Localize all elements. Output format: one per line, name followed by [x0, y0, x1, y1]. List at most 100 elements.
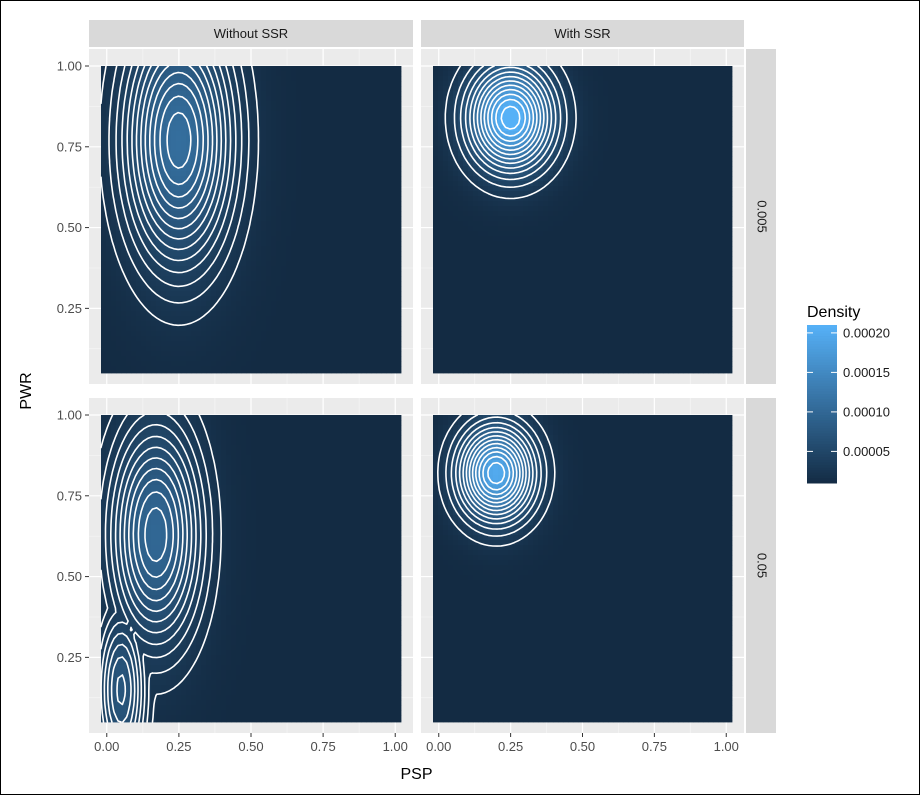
density-cell [186, 96, 192, 102]
density-cell [381, 111, 387, 117]
density-cell [226, 131, 232, 137]
density-cell [396, 181, 402, 187]
density-cell [241, 341, 247, 347]
density-cell [226, 161, 232, 167]
density-cell [276, 106, 282, 112]
density-cell [176, 191, 182, 197]
density-cell [311, 326, 317, 332]
density-cell [386, 176, 392, 182]
density-cell [186, 331, 192, 337]
density-cell [221, 336, 227, 342]
density-cell [698, 126, 704, 132]
density-cell [296, 126, 302, 132]
density-cell [351, 221, 357, 227]
density-cell [346, 371, 352, 374]
density-cell [568, 111, 574, 117]
density-cell [226, 331, 232, 337]
density-cell [371, 341, 377, 347]
density-cell [361, 196, 367, 202]
density-cell [723, 126, 729, 132]
density-cell [181, 291, 187, 297]
density-cell [326, 326, 332, 332]
density-cell [366, 201, 372, 207]
density-cell [623, 121, 629, 127]
density-cell [271, 141, 277, 147]
density-cell [386, 196, 392, 202]
density-cell [356, 241, 362, 247]
density-cell [216, 326, 222, 332]
density-cell [366, 211, 372, 217]
density-cell [381, 236, 387, 242]
density-cell [121, 221, 127, 227]
density-cell [613, 101, 619, 107]
density-cell [306, 361, 312, 367]
density-cell [623, 66, 629, 72]
density-cell [673, 71, 679, 77]
density-cell [211, 286, 217, 292]
density-cell [618, 136, 624, 142]
density-cell [658, 111, 664, 117]
density-cell [391, 76, 397, 82]
density-cell [236, 191, 242, 197]
density-cell [281, 311, 287, 317]
density-cell [131, 211, 137, 217]
density-cell [366, 231, 372, 237]
density-cell [241, 356, 247, 362]
density-cell [628, 161, 634, 167]
density-cell [171, 171, 177, 177]
density-cell [271, 276, 277, 282]
density-cell [156, 331, 162, 337]
density-cell [351, 91, 357, 97]
density-cell [116, 111, 122, 117]
density-cell [351, 81, 357, 87]
density-cell [221, 66, 227, 72]
density-cell [271, 341, 277, 347]
density-cell [376, 271, 382, 277]
density-cell [256, 311, 262, 317]
density-cell [351, 146, 357, 152]
density-cell [301, 241, 307, 247]
density-cell [588, 111, 594, 117]
density-cell [311, 356, 317, 362]
density-cell [376, 346, 382, 352]
density-cell [361, 211, 367, 217]
density-cell [336, 151, 342, 157]
density-cell [231, 86, 237, 92]
density-cell [256, 111, 262, 117]
density-cell [433, 136, 439, 142]
density-cell [181, 171, 187, 177]
density-cell [638, 156, 644, 162]
density-cell [628, 156, 634, 162]
density-cell [171, 331, 177, 337]
density-cell [573, 66, 579, 72]
density-cell [171, 131, 177, 137]
density-cell [241, 66, 247, 72]
density-cell [366, 176, 372, 182]
density-cell [266, 236, 272, 242]
density-cell [391, 191, 397, 197]
density-cell [301, 186, 307, 192]
density-cell [271, 66, 277, 72]
density-cell [276, 241, 282, 247]
density-cell [261, 136, 267, 142]
density-cell [161, 246, 167, 252]
density-cell [276, 206, 282, 212]
density-cell [376, 146, 382, 152]
density-cell [236, 301, 242, 307]
density-cell [266, 196, 272, 202]
density-cell [361, 261, 367, 267]
density-cell [713, 111, 719, 117]
density-cell [301, 326, 307, 332]
density-cell [638, 136, 644, 142]
density-cell [171, 211, 177, 217]
density-cell [296, 206, 302, 212]
density-cell [126, 71, 132, 77]
density-cell [321, 206, 327, 212]
density-cell [371, 136, 377, 142]
density-cell [643, 96, 649, 102]
density-cell [301, 256, 307, 262]
density-cell [141, 146, 147, 152]
density-cell [276, 166, 282, 172]
density-cell [191, 186, 197, 192]
density-cell [241, 221, 247, 227]
